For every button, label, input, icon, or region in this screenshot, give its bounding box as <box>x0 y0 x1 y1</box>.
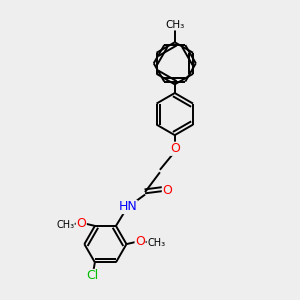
Text: O: O <box>76 217 86 230</box>
Text: CH₃: CH₃ <box>56 220 74 230</box>
Text: Cl: Cl <box>86 269 98 283</box>
Text: O: O <box>135 235 145 248</box>
Text: CH₃: CH₃ <box>165 20 184 30</box>
Text: HN: HN <box>118 200 137 214</box>
Text: O: O <box>162 184 172 197</box>
Text: O: O <box>170 142 180 155</box>
Text: CH₃: CH₃ <box>147 238 165 248</box>
